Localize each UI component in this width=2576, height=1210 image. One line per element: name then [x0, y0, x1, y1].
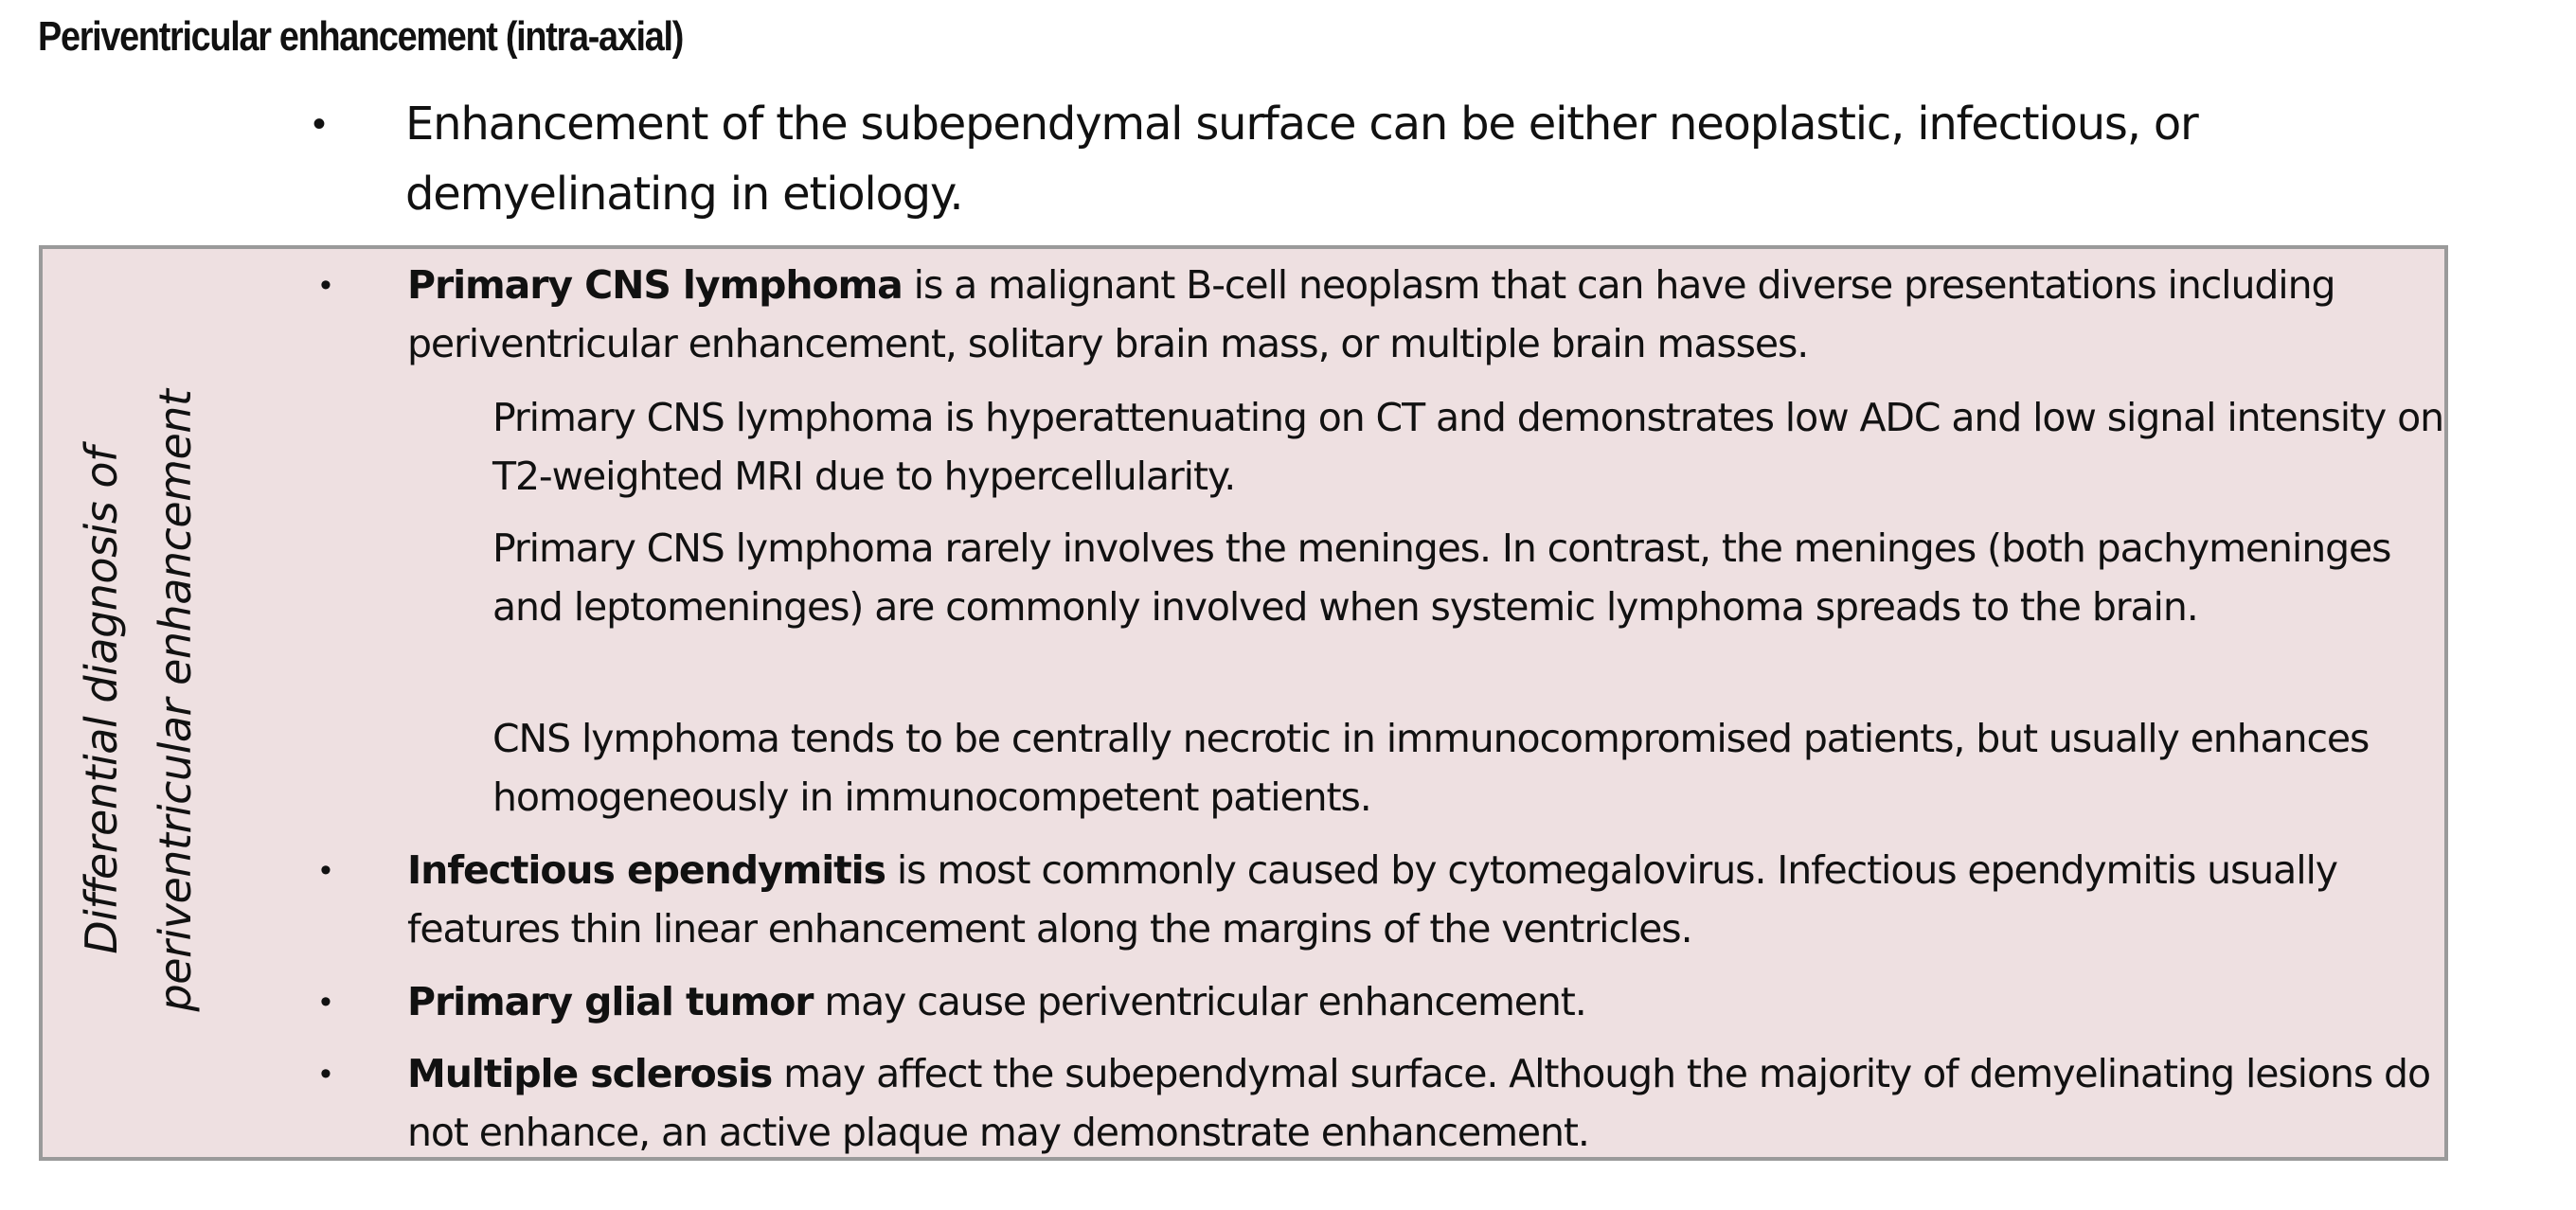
bullet-icon: • [320, 852, 331, 888]
side-label-line-2: periventricular enhancement [150, 389, 201, 1012]
item-text: Primary glial tumor may cause periventri… [407, 972, 2434, 1031]
item-description: is most commonly caused by cytomegalovir… [407, 847, 2338, 952]
differential-side-label: Differential diagnosis of periventricula… [64, 246, 212, 1155]
item-description: may affect the subependymal surface. Alt… [407, 1051, 2431, 1155]
item-description: may cause periventricular enhancement. [813, 979, 1587, 1024]
subpoint-meninges: Primary CNS lymphoma rarely involves the… [492, 525, 2392, 630]
bullet-icon: • [320, 984, 331, 1020]
side-label-line-1: Differential diagnosis of [76, 447, 127, 954]
bullet-icon: • [320, 1056, 331, 1092]
item-term: Primary CNS lymphoma [407, 262, 903, 308]
item-term: Infectious ependymitis [407, 847, 886, 893]
subpoint-ct-mri: Primary CNS lymphoma is hyperattenuating… [492, 395, 2444, 499]
bullet-icon: • [320, 267, 331, 303]
subpoint-necrosis: CNS lymphoma tends to be centrally necro… [492, 716, 2370, 820]
page-title: Periventricular enhancement (intra-axial… [38, 13, 684, 60]
item-text: Infectious ependymitis is most commonly … [407, 841, 2434, 958]
differential-diagnosis-box [39, 245, 2448, 1161]
item-text: Multiple sclerosis may affect the subepe… [407, 1044, 2434, 1162]
item-term: Multiple sclerosis [407, 1051, 773, 1096]
item-term: Primary glial tumor [407, 979, 814, 1024]
bullet-icon: • [313, 103, 327, 145]
item-text: Primary CNS lymphoma is a malignant B-ce… [407, 256, 2434, 373]
intro-text: Enhancement of the subependymal surface … [405, 98, 2199, 221]
item-description: is a malignant B-cell neoplasm that can … [407, 262, 2335, 366]
